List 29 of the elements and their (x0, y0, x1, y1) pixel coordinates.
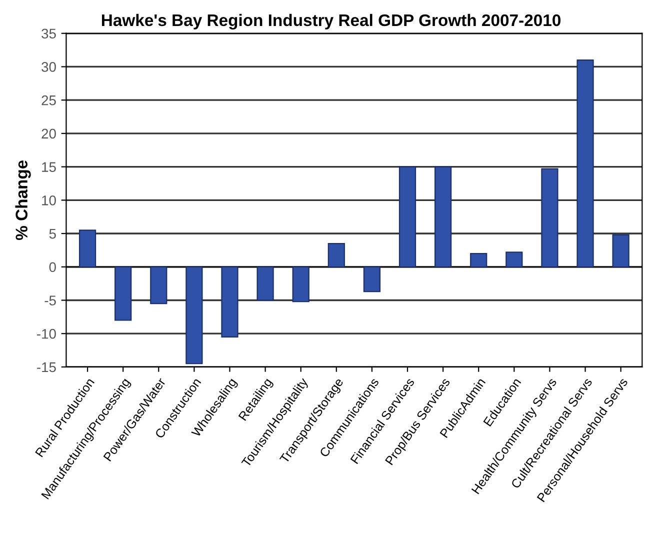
bar (434, 166, 452, 268)
bar (78, 230, 96, 268)
bar (221, 266, 238, 338)
y-tick-label: -10 (37, 328, 56, 339)
bar (612, 234, 630, 268)
bar (506, 252, 523, 268)
bar (292, 266, 310, 302)
bar (328, 242, 345, 268)
y-tick-label: 15 (42, 162, 56, 172)
bar (114, 266, 132, 321)
bar (470, 252, 488, 268)
y-tick-label: 35 (42, 28, 56, 39)
y-tick-label: -5 (44, 296, 56, 306)
bar (186, 266, 203, 364)
bar (363, 266, 380, 292)
chart-title: Hawke's Bay Region Industry Real GDP Growth 2007-2010 (102, 14, 560, 30)
y-tick-label: 0 (49, 262, 56, 272)
y-tick-label: -15 (37, 362, 56, 372)
y-tick-label: 20 (42, 128, 56, 139)
bar (576, 59, 594, 268)
bar (150, 266, 168, 304)
y-tick-label: 25 (42, 95, 56, 106)
y-axis-title: % Change (15, 160, 31, 240)
y-tick-label: 10 (42, 195, 56, 206)
bar (541, 168, 558, 268)
y-tick-label: 5 (49, 228, 56, 239)
bar (256, 266, 274, 301)
bar (398, 166, 416, 268)
y-tick-label: 30 (42, 62, 56, 72)
